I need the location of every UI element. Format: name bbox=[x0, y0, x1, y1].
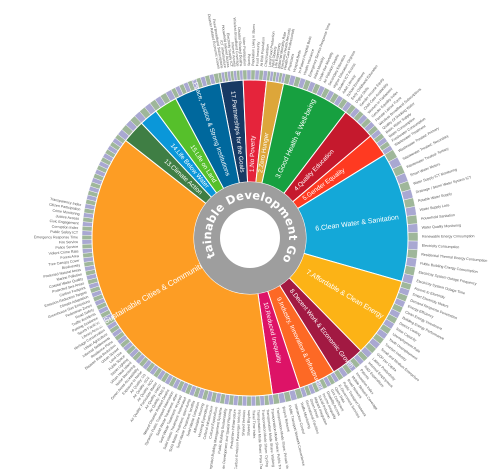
indicator-label: Potable Water Supply bbox=[418, 192, 453, 203]
indicator-label: Low-Carbon Emission Passenger Vehicles bbox=[234, 409, 242, 469]
indicator-label: Internet Access bbox=[230, 42, 236, 67]
indicator-label: ICT Infrastructure bbox=[219, 40, 227, 68]
indicator-segment[interactable] bbox=[259, 395, 266, 406]
indicator-label: Disaster Related Deaths bbox=[237, 27, 243, 66]
indicator-label: Renewable Energy Consumption bbox=[422, 234, 475, 238]
indicator-label: Public Building Sustainability bbox=[217, 408, 227, 454]
indicator-label: Crime Monitoring bbox=[52, 209, 80, 217]
indicator-segment[interactable] bbox=[81, 243, 93, 250]
indicator-label: Patents bbox=[359, 368, 370, 380]
indicator-segment[interactable] bbox=[246, 395, 252, 407]
goal-label: 1.No Poverty bbox=[249, 135, 257, 172]
indicator-label: Bicycle Network bbox=[282, 406, 291, 432]
indicator-label: Water Quality Monitoring bbox=[422, 223, 462, 229]
indicator-label: Transportation Mode Share: Para Transpor… bbox=[256, 410, 263, 469]
indicator-label: Water Supply Loss bbox=[419, 203, 449, 212]
indicator-label: Citizen Participation bbox=[49, 202, 81, 211]
indicator-label: Life Expectancy bbox=[274, 42, 282, 68]
indicator-segment[interactable] bbox=[246, 69, 252, 81]
indicator-segment[interactable] bbox=[250, 395, 256, 407]
indicator-label: Public Safety ICT bbox=[50, 230, 79, 235]
indicator-label: Voter Participation bbox=[242, 37, 247, 66]
indicator-label: Pedestrian Infrastructure bbox=[230, 409, 237, 449]
indicator-label: Carbon Footprint bbox=[59, 286, 86, 298]
indicator-segment[interactable] bbox=[255, 395, 261, 407]
indicator-label: Poverty bbox=[247, 54, 251, 66]
indicator-label: Protected Natural Areas bbox=[43, 268, 81, 279]
indicator-segment[interactable] bbox=[407, 223, 419, 233]
indicator-label: Police Service bbox=[55, 245, 78, 250]
indicator-segment[interactable] bbox=[407, 240, 419, 251]
indicator-label: Household Internet Access bbox=[221, 25, 230, 68]
indicator-segment[interactable] bbox=[82, 247, 93, 254]
indicator-label: Road Safety bbox=[75, 308, 95, 320]
indicator-label: Tree Canopy Cover bbox=[48, 259, 80, 267]
indicator-label: Transparency Index bbox=[50, 197, 82, 207]
indicator-label: Physicians bbox=[287, 53, 295, 71]
indicator-segment[interactable] bbox=[81, 239, 93, 245]
indicator-label: Fire Service bbox=[59, 240, 78, 244]
indicator-segment[interactable] bbox=[250, 69, 256, 81]
indicator-label: Urban Development and Spatial Planning bbox=[221, 409, 232, 469]
indicator-label: Hospital Beds bbox=[292, 50, 302, 73]
indicator-label: Green Areas bbox=[309, 398, 320, 418]
hub-core bbox=[220, 208, 280, 268]
indicator-label: Local Food Production bbox=[268, 31, 276, 67]
indicator-label: Shared Vehicles bbox=[241, 410, 246, 436]
indicator-label: Population Living in Slums bbox=[251, 24, 256, 66]
indicator-label: Food Insecurity bbox=[255, 41, 260, 66]
indicator-label: Emergency Response Time bbox=[34, 235, 78, 239]
indicator-label: Household Sanitation bbox=[421, 213, 455, 221]
indicator-segment[interactable] bbox=[406, 248, 418, 259]
indicator-label: Civic Engagement bbox=[49, 219, 78, 225]
indicator-label: Transportation Mode Share: Cycling bbox=[261, 409, 269, 467]
indicator-label: Cultural Expenditure bbox=[208, 406, 218, 439]
indicator-segment[interactable] bbox=[81, 235, 93, 240]
indicator-label: Residential Thermal Energy Consumption bbox=[421, 253, 488, 263]
indicator-segment[interactable] bbox=[241, 395, 248, 407]
indicator-label: Child Nutrition bbox=[264, 44, 270, 67]
indicator-label: Electronic Health Records bbox=[280, 28, 292, 70]
indicator-label: Biodiversity bbox=[62, 263, 81, 270]
indicator-label: Corruption Index bbox=[52, 225, 79, 231]
indicator-label: Forest Area bbox=[60, 254, 79, 260]
indicator-label: Violent Crime Rate bbox=[48, 249, 78, 255]
indicator-label: At Risk Population bbox=[260, 37, 266, 67]
indicator-label: Shared Bicycles bbox=[247, 410, 251, 436]
indicator-label: Travel Time Index bbox=[252, 410, 257, 439]
indicator-label: Adult Obesity bbox=[271, 46, 278, 68]
indicator-label: Marine Pollution bbox=[56, 272, 82, 281]
indicator-label: Justice Access bbox=[55, 214, 79, 221]
indicator-label: Electricity Supply ICT bbox=[226, 33, 234, 68]
indicator-label: Transportation Mode Share: Walking bbox=[266, 409, 276, 467]
indicator-segment[interactable] bbox=[81, 230, 93, 236]
indicator-label: Maternal Mortality Rate bbox=[277, 31, 287, 68]
indicator-label: Cultural Infrastructure bbox=[202, 405, 214, 440]
indicator-segment[interactable] bbox=[242, 69, 248, 81]
indicator-segment[interactable] bbox=[404, 206, 417, 217]
indicator-segment[interactable] bbox=[406, 214, 418, 225]
indicator-segment[interactable] bbox=[407, 232, 419, 242]
indicator-label: Wireless Broadband Coverage bbox=[232, 17, 239, 66]
indicator-label: Electricity Consumption bbox=[422, 244, 460, 250]
